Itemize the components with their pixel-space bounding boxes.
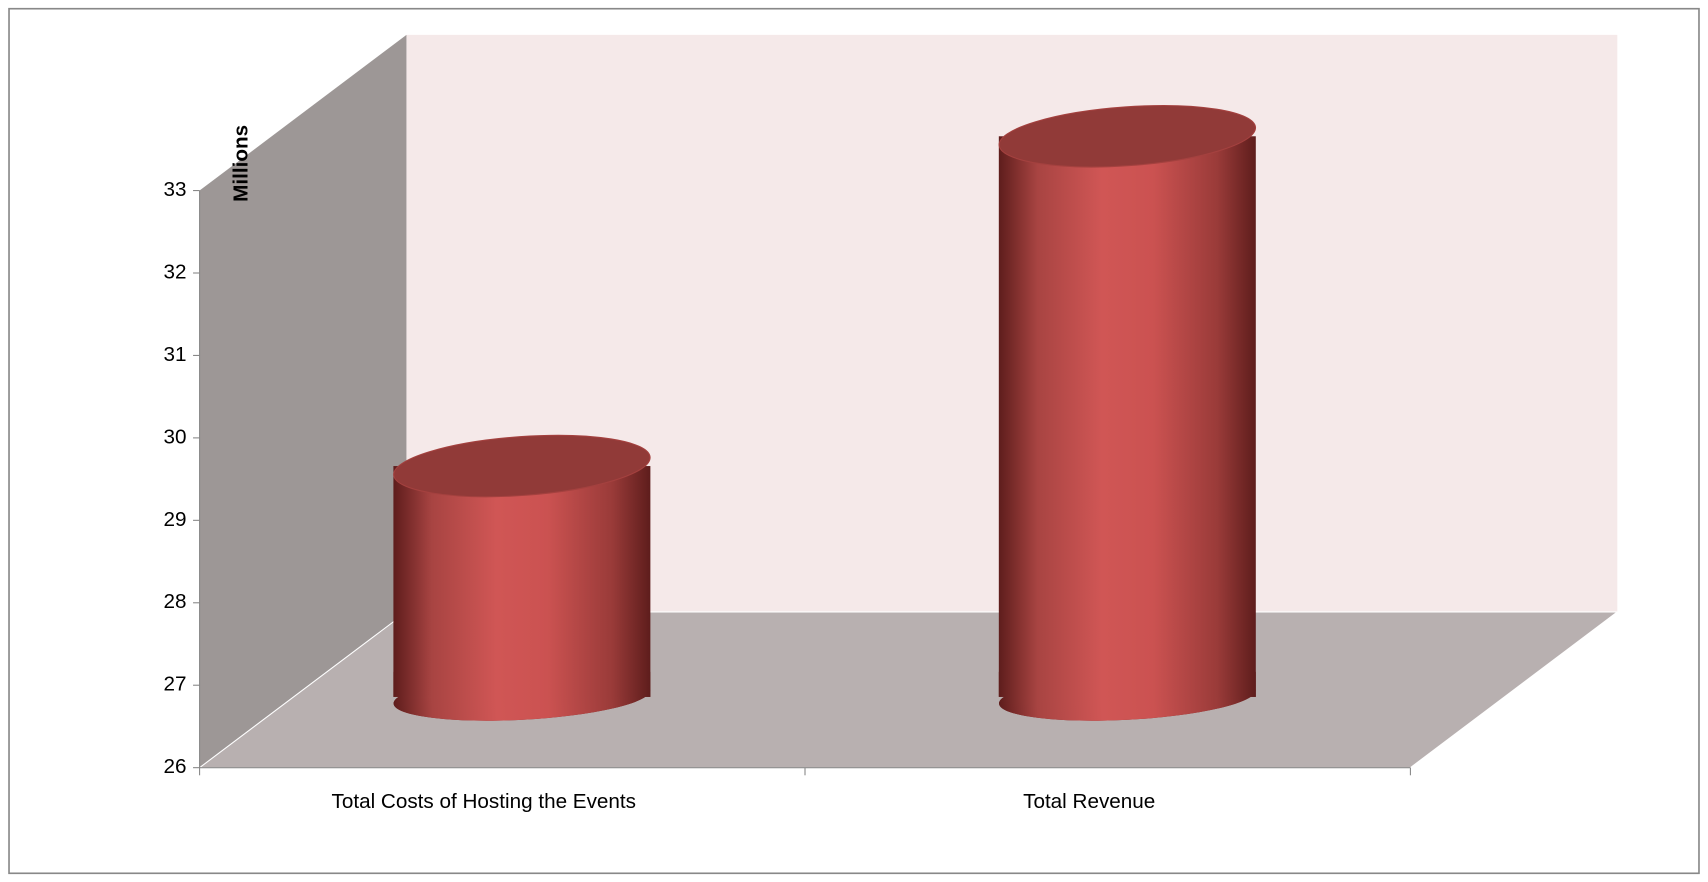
y-tick-label: 33 xyxy=(164,178,187,201)
y-tick-label: 31 xyxy=(164,343,187,366)
y-axis-label: Millions xyxy=(230,125,253,202)
y-tick-label: 27 xyxy=(164,673,187,696)
y-tick-label: 32 xyxy=(164,260,187,283)
y-tick-label: 29 xyxy=(164,508,187,531)
cylinder-top xyxy=(393,434,651,498)
x-tick-label: Total Revenue xyxy=(1023,790,1155,813)
y-tick-label: 26 xyxy=(164,755,187,778)
x-tick-label: Total Costs of Hosting the Events xyxy=(332,790,637,813)
y-tick-label: 30 xyxy=(164,425,187,448)
cylinder-top xyxy=(998,105,1257,168)
bar xyxy=(998,136,1256,697)
y-tick-label: 28 xyxy=(164,590,187,613)
bar xyxy=(393,466,651,697)
side-wall xyxy=(199,34,407,768)
cylinder-bottom-cover xyxy=(393,671,651,697)
cylinder-bottom-cover xyxy=(998,671,1256,697)
